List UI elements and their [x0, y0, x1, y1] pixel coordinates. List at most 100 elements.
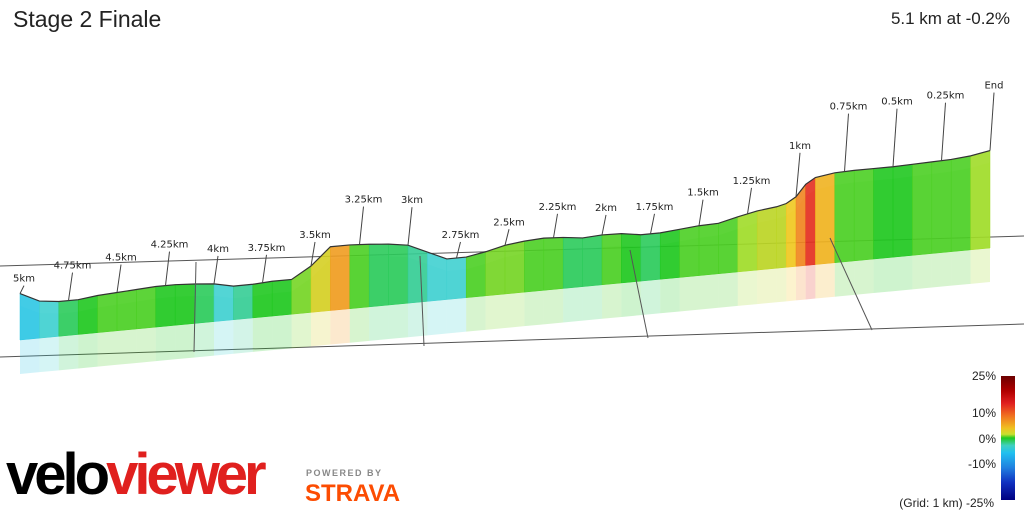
- powered-by-label: POWERED BY: [306, 468, 383, 478]
- grid-connector-line: [629, 249, 649, 339]
- profile-segment: [970, 150, 991, 251]
- page-title: Stage 2 Finale: [13, 6, 162, 32]
- veloviewer-logo[interactable]: veloviewer: [6, 442, 267, 507]
- profile-outline: [19, 149, 991, 303]
- profile-segment: [640, 232, 661, 282]
- distance-marker-line: [456, 241, 461, 259]
- distance-marker-line: [262, 254, 267, 283]
- gradient-colorbar: [1001, 376, 1015, 500]
- distance-marker-label: 1.75km: [636, 202, 674, 213]
- distance-marker-line: [68, 272, 73, 301]
- distance-marker-line: [19, 285, 25, 294]
- profile-segment: [562, 237, 583, 289]
- distance-marker-line: [892, 108, 898, 167]
- distance-marker-label: 3km: [401, 195, 423, 206]
- profile-segment: [407, 244, 428, 304]
- distance-marker-label: End: [984, 81, 1003, 92]
- profile-segment: [233, 284, 254, 321]
- distance-marker-line: [989, 92, 995, 151]
- legend-label-minus10: -10%: [967, 457, 996, 471]
- profile-segment: [368, 243, 389, 308]
- profile-segment: [834, 170, 855, 263]
- profile-segment: [659, 228, 680, 280]
- distance-marker-label: 1km: [789, 141, 811, 152]
- distance-marker-line: [213, 255, 219, 284]
- route-stats: 5.1 km at -0.2%: [890, 9, 1010, 28]
- profile-segment: [271, 279, 292, 317]
- distance-marker-label: 0.25km: [927, 91, 965, 102]
- distance-marker-label: 4.5km: [105, 253, 136, 264]
- profile-segment: [776, 203, 787, 269]
- profile-segment: [873, 166, 894, 260]
- distance-marker-line: [747, 187, 752, 214]
- distance-marker-line: [795, 152, 801, 197]
- profile-segment: [543, 237, 564, 291]
- grid-note: (Grid: 1 km) -25%: [899, 496, 994, 510]
- strava-logo[interactable]: STRAVA: [305, 480, 401, 507]
- profile-segment: [446, 256, 467, 300]
- profile-segment: [77, 295, 98, 335]
- profile-segment: [950, 155, 971, 252]
- profile-segment: [174, 283, 195, 326]
- distance-marker-line: [844, 113, 849, 172]
- profile-segment: [718, 216, 739, 275]
- distance-marker-label: 2km: [595, 203, 617, 214]
- distance-marker-label: 1.5km: [687, 188, 718, 199]
- profile-segment: [853, 168, 874, 262]
- distance-marker-line: [116, 264, 122, 293]
- profile-segment: [252, 280, 273, 319]
- profile-segment: [805, 177, 816, 266]
- profile-segment: [465, 251, 486, 298]
- profile-segment: [155, 284, 176, 328]
- distance-marker-label: 4.25km: [151, 240, 189, 251]
- distance-marker-label: 2.25km: [539, 202, 577, 213]
- distance-marker-label: 4.75km: [54, 261, 92, 272]
- profile-segment: [388, 243, 409, 306]
- distance-marker-line: [359, 206, 364, 245]
- distance-marker-line: [698, 199, 704, 226]
- distance-marker-label: 3.25km: [345, 195, 383, 206]
- profile-segment: [194, 283, 215, 324]
- profile-segment: [330, 244, 351, 311]
- distance-marker-label: 0.5km: [881, 97, 912, 108]
- profile-segment: [737, 210, 758, 273]
- distance-marker-line: [650, 213, 655, 234]
- distance-marker-label: 0.75km: [830, 102, 868, 113]
- profile-segment: [582, 234, 603, 287]
- distance-marker-line: [310, 241, 316, 267]
- distance-marker-line: [553, 213, 558, 238]
- profile-segment: [621, 233, 642, 284]
- profile-segment: [58, 299, 79, 337]
- distance-marker-line: [165, 251, 170, 286]
- distance-marker-label: 1.25km: [733, 176, 771, 187]
- profile-segment: [601, 233, 622, 286]
- profile-segment: [931, 159, 952, 254]
- profile-segment: [786, 196, 797, 268]
- distance-marker-label: 5km: [13, 274, 35, 285]
- distance-marker-label: 4km: [207, 244, 229, 255]
- profile-segment: [427, 251, 448, 302]
- profile-segment: [349, 243, 370, 309]
- distance-marker-line: [504, 229, 510, 246]
- profile-segment: [116, 289, 137, 332]
- profile-segment: [756, 206, 777, 271]
- distance-marker-line: [407, 207, 413, 246]
- distance-marker-line: [941, 102, 946, 161]
- grid-connector-line: [193, 261, 197, 353]
- profile-segment: [912, 161, 933, 256]
- profile-segment: [136, 286, 157, 330]
- profile-segment: [213, 283, 234, 322]
- profile-segment: [39, 300, 60, 339]
- grid-connector-line: [419, 255, 425, 347]
- distance-marker-label: 2.5km: [493, 217, 524, 228]
- grid-line-front: [0, 323, 1024, 358]
- profile-segment: [485, 244, 506, 297]
- profile-segment: [795, 183, 806, 267]
- legend-label-10: 10%: [971, 406, 996, 420]
- profile-segment: [679, 225, 700, 278]
- distance-marker-label: 3.5km: [299, 230, 330, 241]
- grid-connector-line: [829, 237, 873, 331]
- distance-marker-label: 3.75km: [248, 243, 286, 254]
- profile-segment: [892, 164, 913, 258]
